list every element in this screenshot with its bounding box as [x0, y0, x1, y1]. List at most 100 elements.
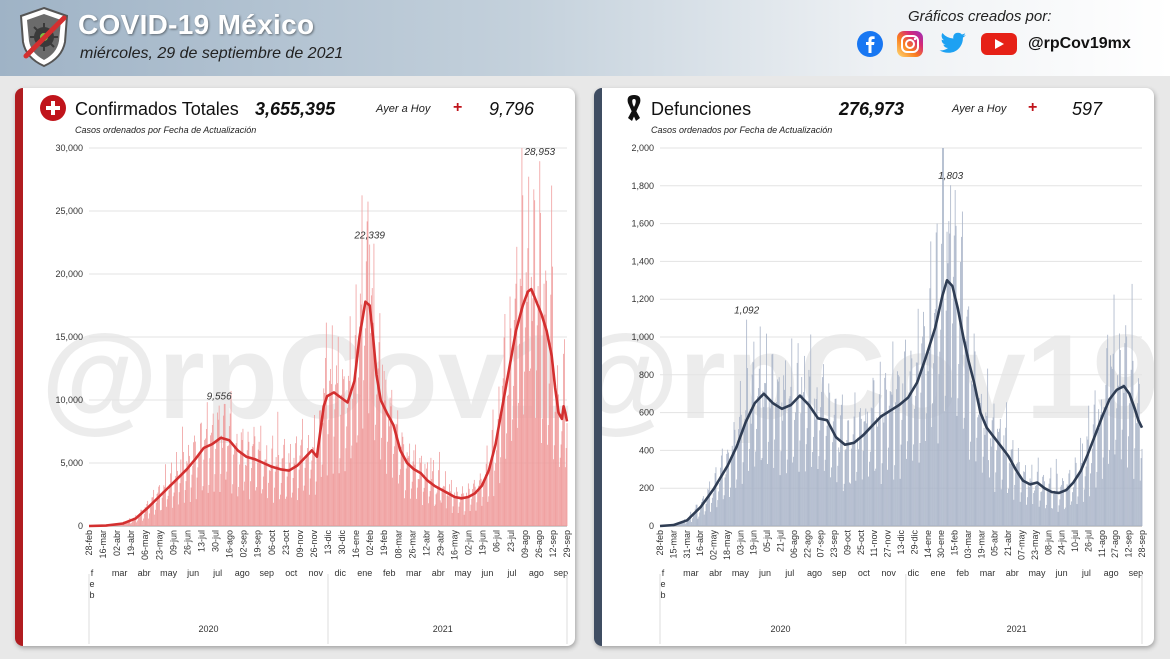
facebook-icon[interactable]: [856, 30, 884, 58]
daily-bar: [184, 490, 186, 526]
daily-bar: [404, 498, 405, 526]
daily-bar: [264, 459, 266, 526]
daily-bar: [692, 518, 693, 526]
daily-bar: [729, 487, 731, 526]
daily-bar: [232, 484, 234, 526]
daily-bar: [252, 444, 254, 526]
daily-bar: [233, 454, 234, 526]
daily-bar: [1094, 390, 1096, 526]
daily-bar: [977, 417, 979, 526]
x-tick-label: 23-oct: [281, 530, 291, 556]
daily-bar: [118, 525, 120, 526]
daily-bar: [784, 389, 785, 526]
daily-bar: [973, 333, 975, 526]
daily-bar: [178, 492, 180, 526]
daily-bar: [722, 499, 724, 526]
daily-bar: [208, 484, 210, 526]
daily-bar: [541, 418, 543, 526]
daily-bar: [1106, 348, 1108, 526]
daily-bar: [845, 449, 847, 526]
daily-bar: [367, 201, 369, 526]
daily-bar: [1015, 472, 1017, 526]
daily-bar: [1030, 481, 1032, 526]
daily-bar: [691, 521, 692, 526]
daily-bar: [433, 460, 434, 526]
daily-bar: [209, 458, 211, 526]
daily-bar: [960, 262, 961, 526]
youtube-icon[interactable]: [980, 30, 1018, 58]
daily-bar: [996, 450, 998, 526]
daily-bar: [687, 519, 689, 526]
daily-bar: [941, 243, 943, 526]
daily-bar: [714, 473, 716, 526]
daily-bar: [535, 417, 536, 526]
daily-bar: [1086, 436, 1088, 526]
daily-bar: [686, 521, 688, 526]
daily-bar: [310, 469, 312, 526]
daily-bar: [359, 293, 361, 526]
daily-bar: [416, 498, 417, 526]
daily-bar: [302, 418, 303, 526]
daily-bar: [852, 434, 854, 526]
daily-bar: [1044, 481, 1045, 526]
daily-bar: [1099, 427, 1100, 526]
daily-bar: [854, 392, 856, 526]
daily-bar: [1125, 325, 1127, 526]
daily-bar: [425, 477, 427, 526]
daily-bar: [255, 490, 257, 526]
daily-bar: [1008, 462, 1010, 526]
daily-bar: [273, 502, 274, 526]
deaths-panel: Defunciones 276,973 Ayer a Hoy + 597 Cas…: [594, 88, 1154, 646]
daily-bar: [952, 323, 953, 526]
daily-bar: [351, 445, 353, 526]
daily-bar: [306, 453, 308, 526]
daily-bar: [683, 521, 684, 526]
daily-bar: [923, 311, 924, 526]
daily-bar: [423, 487, 425, 526]
daily-bar: [380, 459, 382, 526]
x-tick-label: 28-feb: [655, 530, 665, 556]
x-tick-label: 30-jul: [211, 530, 221, 552]
daily-bar: [1050, 467, 1052, 526]
daily-bar: [831, 442, 833, 526]
daily-bar: [1003, 435, 1005, 526]
daily-bar: [564, 339, 565, 526]
daily-bar: [991, 420, 993, 526]
daily-bar: [1093, 404, 1095, 526]
x-tick-label: 13-jul: [196, 530, 206, 552]
daily-bar: [312, 446, 314, 526]
daily-bar: [758, 368, 760, 526]
daily-bar: [563, 353, 564, 526]
daily-bar: [353, 381, 355, 526]
daily-bar: [772, 353, 774, 526]
daily-bar: [1066, 484, 1068, 526]
daily-bar: [531, 321, 533, 526]
twitter-icon[interactable]: [936, 30, 968, 58]
daily-bar: [141, 509, 143, 526]
daily-bar: [513, 320, 515, 526]
daily-bar: [1122, 384, 1124, 526]
daily-bar: [192, 465, 194, 526]
instagram-icon[interactable]: [896, 30, 924, 58]
daily-bar: [778, 377, 780, 526]
daily-bar: [842, 491, 844, 526]
daily-bar: [536, 325, 538, 526]
daily-bar: [889, 391, 891, 526]
y-tick-label: 600: [639, 408, 654, 418]
daily-bar: [837, 465, 839, 526]
daily-bar: [268, 482, 269, 526]
daily-bar: [297, 488, 299, 526]
daily-bar: [296, 436, 297, 526]
daily-bar: [339, 458, 341, 526]
daily-bar: [895, 402, 896, 526]
daily-bar: [258, 441, 260, 526]
daily-bar: [154, 509, 156, 526]
daily-bar: [729, 496, 730, 526]
daily-bar: [812, 451, 813, 526]
daily-bar: [1095, 487, 1097, 526]
daily-bar: [835, 398, 837, 526]
daily-bar: [444, 471, 446, 526]
x-tick-label: 09-ago: [520, 530, 530, 558]
daily-bar: [230, 390, 232, 526]
